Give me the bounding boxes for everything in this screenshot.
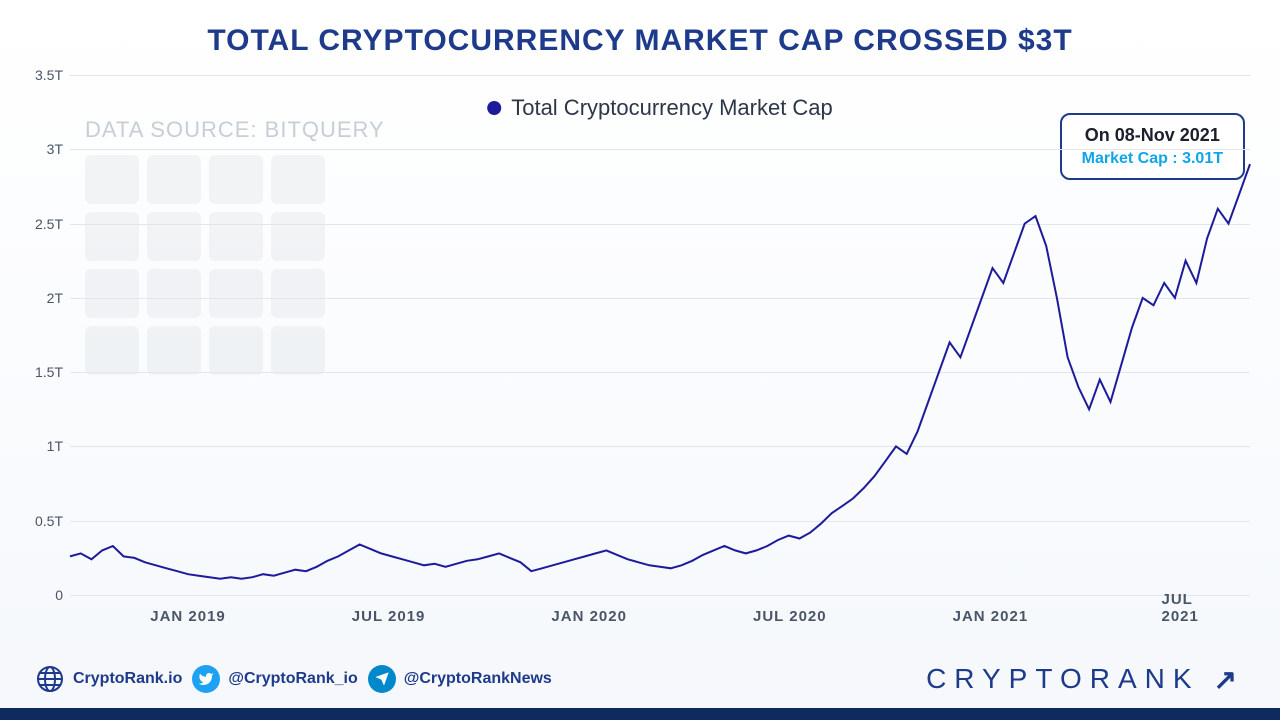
y-axis-label: 3.5T bbox=[15, 67, 63, 83]
globe-icon bbox=[35, 664, 65, 694]
brand-logo: CRYPTORANK ↗ bbox=[926, 663, 1245, 696]
y-axis-label: 0.5T bbox=[15, 513, 63, 529]
website-label: CryptoRank.io bbox=[73, 670, 182, 688]
twitter-icon bbox=[192, 665, 220, 693]
website-link[interactable]: CryptoRank.io bbox=[35, 664, 182, 694]
y-axis-label: 1.5T bbox=[15, 364, 63, 380]
line-chart-svg bbox=[70, 75, 1250, 595]
y-axis-label: 0 bbox=[15, 587, 63, 603]
x-axis-label: JAN 2021 bbox=[953, 608, 1029, 625]
brand-text: CRYPTORANK bbox=[926, 663, 1199, 695]
chart-area: DATA SOURCE: BITQUERY Total Cryptocurren… bbox=[70, 75, 1250, 595]
twitter-link[interactable]: @CryptoRank_io bbox=[192, 665, 357, 693]
telegram-link[interactable]: @CryptoRankNews bbox=[368, 665, 552, 693]
footer: CryptoRank.io @CryptoRank_io @CryptoRank… bbox=[0, 650, 1280, 720]
footer-links: CryptoRank.io @CryptoRank_io @CryptoRank… bbox=[35, 664, 552, 694]
y-axis-label: 2.5T bbox=[15, 216, 63, 232]
x-axis-label: JUL 2021 bbox=[1162, 591, 1221, 625]
telegram-label: @CryptoRankNews bbox=[404, 670, 552, 688]
market-cap-line bbox=[70, 164, 1250, 579]
x-axis-label: JAN 2020 bbox=[551, 608, 627, 625]
twitter-label: @CryptoRank_io bbox=[228, 670, 357, 688]
x-axis-label: JUL 2019 bbox=[352, 608, 426, 625]
y-axis-label: 3T bbox=[15, 141, 63, 157]
y-axis-label: 2T bbox=[15, 290, 63, 306]
x-axis-label: JUL 2020 bbox=[753, 608, 827, 625]
chart-title: TOTAL CRYPTOCURRENCY MARKET CAP CROSSED … bbox=[0, 0, 1280, 58]
y-axis-label: 1T bbox=[15, 438, 63, 454]
grid-line bbox=[70, 595, 1250, 596]
telegram-icon bbox=[368, 665, 396, 693]
x-axis-label: JAN 2019 bbox=[150, 608, 226, 625]
arrow-icon: ↗ bbox=[1214, 663, 1245, 696]
